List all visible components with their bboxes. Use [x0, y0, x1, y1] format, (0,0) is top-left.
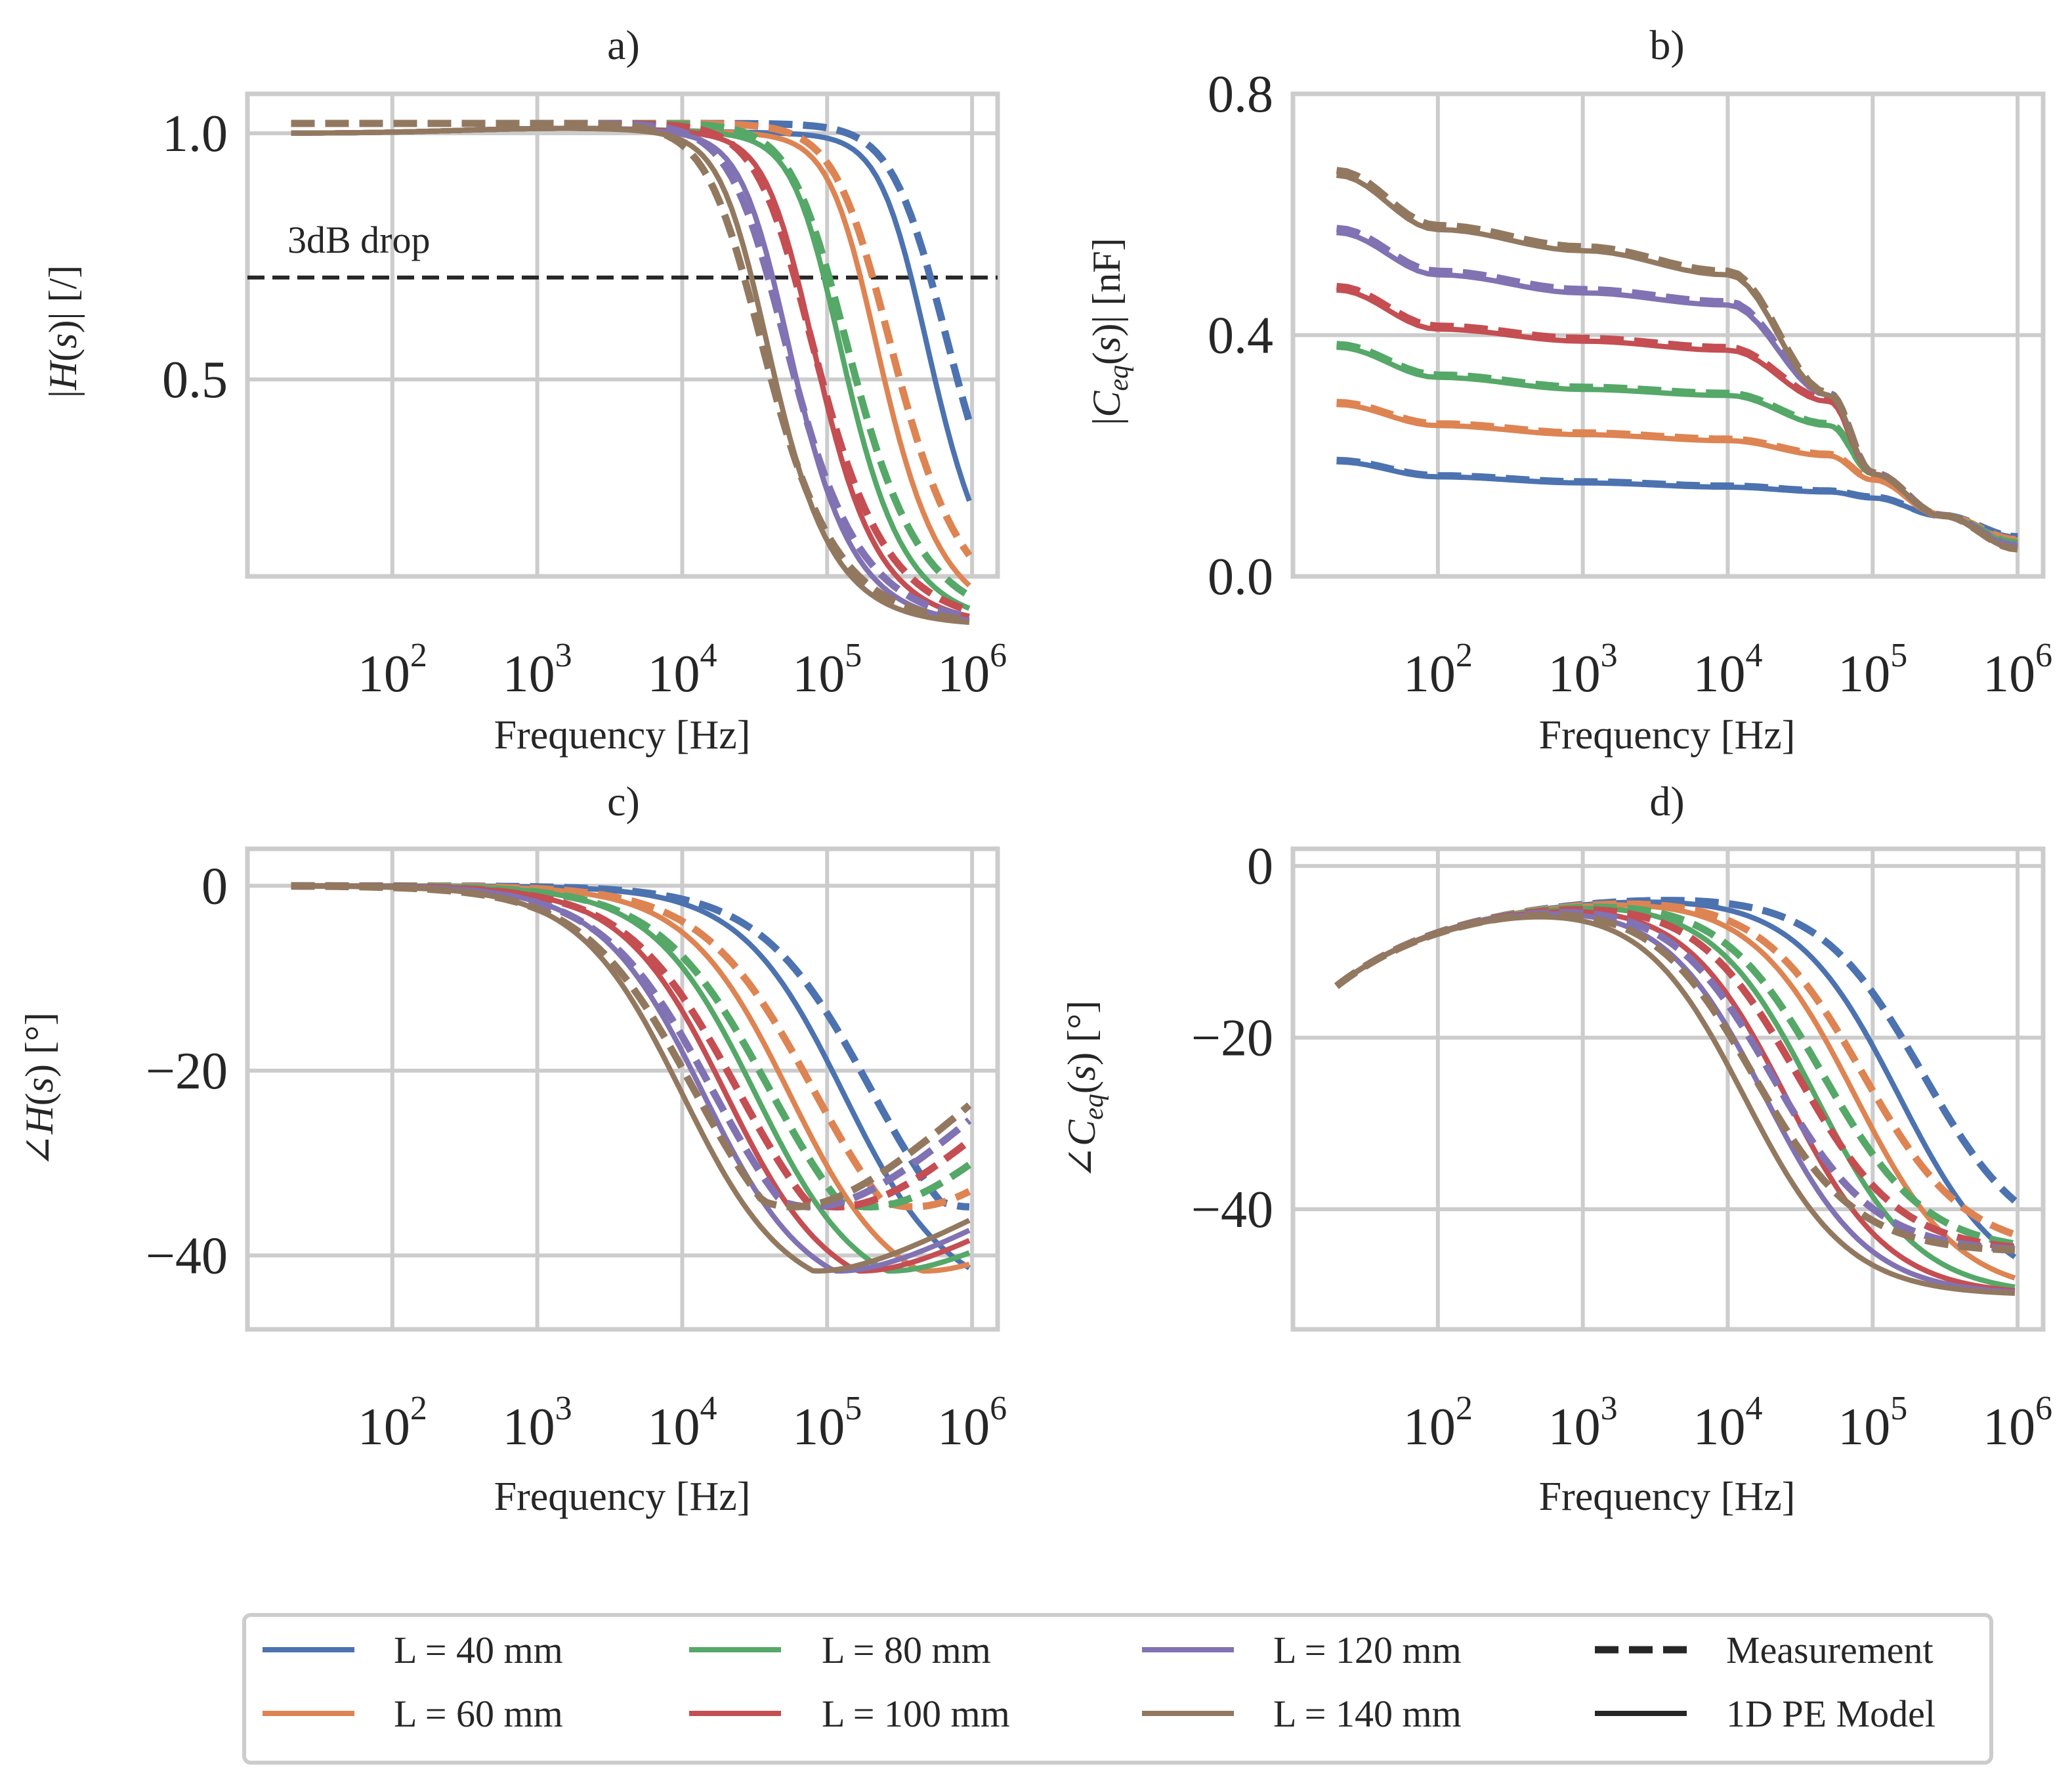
x-tick-label: 106 [937, 1390, 1007, 1456]
x-tick-label: 103 [1548, 637, 1618, 703]
panel-b-xlabel: Frequency [Hz] [1539, 713, 1796, 758]
panel-b-frame [1290, 91, 2046, 579]
measurement-curve [1334, 900, 2016, 1238]
legend-box [242, 1613, 1993, 1765]
panel-b-ticks: 102 103 104 105 106 0.0 0.4 0.8 [1208, 66, 2052, 703]
y-tick-label: −20 [146, 1042, 228, 1100]
measurement-curve [1336, 282, 2018, 549]
x-tick-label: 103 [1548, 1390, 1618, 1456]
panel-b-ylabel: |Ceq(s)| [nF] [1085, 238, 1134, 425]
y-tick-label: −40 [146, 1227, 228, 1285]
x-tick-label: 105 [792, 637, 862, 703]
measurement-curve [1336, 341, 2018, 547]
panel-a-title: a) [607, 22, 640, 68]
measurement-curve [1334, 909, 2016, 1253]
x-tick-label: 102 [1403, 637, 1473, 703]
panel-c-frame [245, 846, 1000, 1332]
panel-d-frame [1290, 846, 2046, 1332]
x-tick-label: 106 [1983, 637, 2052, 703]
legend-label: L = 140 mm [1273, 1692, 1462, 1735]
panel-a-ylabel: |H(s)| [/] [41, 265, 85, 398]
panel-a-curves [291, 119, 973, 625]
y-tick-label: 1.0 [162, 105, 228, 163]
x-tick-label: 104 [1693, 1390, 1762, 1456]
panel-d: d) 102 103 104 105 106 −40 −20 0 Frequency [Hz]… [1060, 778, 2052, 1519]
legend-label: L = 60 mm [394, 1692, 563, 1735]
y-tick-label: −20 [1191, 1010, 1273, 1067]
measurement-curve [291, 882, 972, 1211]
x-tick-label: 102 [358, 637, 427, 703]
panel-c: c) 102 103 104 105 106 −40 −20 0 Frequency [Hz]… [18, 778, 1007, 1519]
measurement-curve [291, 119, 970, 624]
x-tick-label: 102 [358, 1390, 427, 1456]
model-curve [1335, 914, 2016, 1296]
x-tick-label: 104 [647, 637, 717, 703]
legend: L = 40 mm L = 60 mm L = 80 mm L = 100 mm L =… [242, 1613, 1993, 1765]
legend-label: L = 80 mm [822, 1629, 991, 1671]
panel-b: b) 102 103 104 105 106 0.0 0.4 0.8 Frequency [H… [1085, 22, 2052, 758]
legend-label: 1D PE Model [1726, 1692, 1935, 1735]
y-tick-label: 0.4 [1208, 307, 1273, 365]
panel-c-title: c) [607, 778, 640, 825]
legend-items: L = 40 mm L = 60 mm L = 80 mm L = 100 mm L =… [263, 1629, 1935, 1735]
measurement-curve [1336, 167, 2018, 553]
y-tick-label: 0 [201, 857, 228, 915]
x-tick-label: 105 [792, 1390, 862, 1456]
x-tick-label: 105 [1838, 637, 1907, 703]
panel-a-ticks: 102 103 104 105 106 0.5 1.0 [162, 105, 1007, 703]
legend-label: Measurement [1726, 1629, 1934, 1671]
panel-a: a) 102 103 104 105 106 0.5 1.0 3dB drop Freque… [41, 22, 1007, 758]
panel-d-title: d) [1649, 778, 1684, 825]
panel-a-3db-label: 3dB drop [287, 219, 431, 261]
x-tick-label: 106 [1983, 1390, 2052, 1456]
legend-label: L = 100 mm [822, 1692, 1010, 1735]
legend-label: L = 120 mm [1273, 1629, 1462, 1671]
x-tick-label: 103 [503, 1390, 572, 1456]
panel-a-xlabel: Frequency [Hz] [494, 713, 751, 758]
panel-c-ticks: 102 103 104 105 106 −40 −20 0 [146, 857, 1007, 1456]
panel-d-ylabel: ∠Ceq(s) [°] [1060, 1000, 1109, 1179]
panel-b-title: b) [1649, 22, 1684, 68]
panel-d-curves [1334, 897, 2018, 1296]
legend-label: L = 40 mm [394, 1629, 563, 1671]
y-tick-label: 0.8 [1208, 66, 1273, 123]
y-tick-label: 0.0 [1208, 548, 1273, 606]
y-tick-label: 0.5 [162, 351, 228, 409]
x-tick-label: 103 [503, 637, 572, 703]
measurement-curve [1334, 906, 2016, 1251]
measurement-curve [1334, 911, 2016, 1254]
panel-b-curves [1336, 167, 2018, 553]
measurement-curve [1334, 903, 2016, 1248]
y-tick-label: 0 [1247, 838, 1273, 895]
x-tick-label: 102 [1403, 1390, 1473, 1456]
y-tick-label: −40 [1191, 1181, 1273, 1239]
x-tick-label: 106 [937, 637, 1007, 703]
panel-b-grid [1293, 92, 2043, 578]
panel-c-curves [291, 882, 972, 1274]
x-tick-label: 104 [1693, 637, 1762, 703]
panel-d-ticks: 102 103 104 105 106 −40 −20 0 [1191, 838, 2052, 1456]
panel-c-ylabel: ∠H(s) [°] [18, 1012, 61, 1167]
panel-c-xlabel: Frequency [Hz] [494, 1474, 751, 1519]
panel-a-frame [245, 91, 1000, 579]
panel-d-xlabel: Frequency [Hz] [1539, 1474, 1796, 1519]
x-tick-label: 104 [647, 1390, 717, 1456]
x-tick-label: 105 [1838, 1390, 1907, 1456]
measurement-curve [1334, 897, 2018, 1204]
model-curve [291, 125, 970, 625]
